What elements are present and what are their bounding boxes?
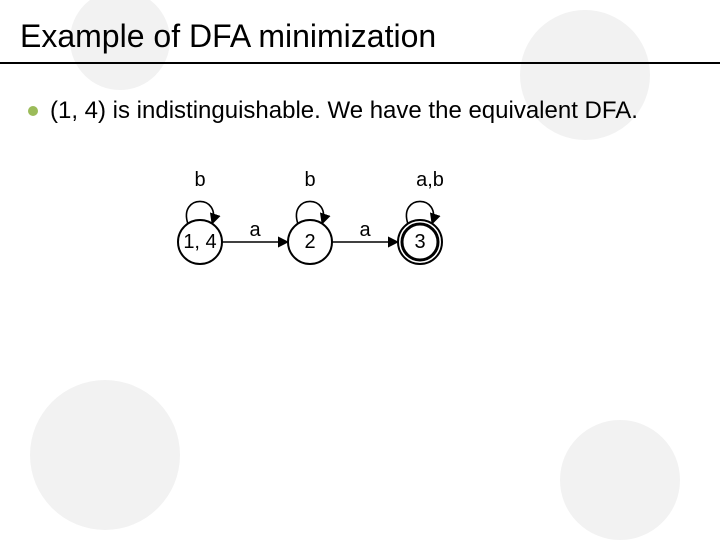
dfa-state-label: 1, 4 (183, 231, 216, 253)
page-title: Example of DFA minimization (20, 18, 436, 55)
dfa-svg: b b a,b a a 1, 4 2 3 (140, 162, 540, 282)
dfa-edge-label: b (304, 169, 315, 191)
bg-circle (30, 380, 180, 530)
dfa-edge-label: a,b (416, 169, 444, 191)
dfa-state-label: 2 (304, 231, 315, 253)
bg-circle (560, 420, 680, 540)
dfa-diagram: b b a,b a a 1, 4 2 3 (140, 162, 540, 282)
bullet-dot (28, 106, 38, 116)
bullet-text: (1, 4) is indistinguishable. We have the… (50, 96, 690, 126)
dfa-edge-label: a (359, 219, 371, 241)
dfa-edge-label: a (249, 219, 261, 241)
dfa-edge-label: b (194, 169, 205, 191)
title-underline (0, 62, 720, 64)
dfa-state-label: 3 (414, 231, 425, 253)
